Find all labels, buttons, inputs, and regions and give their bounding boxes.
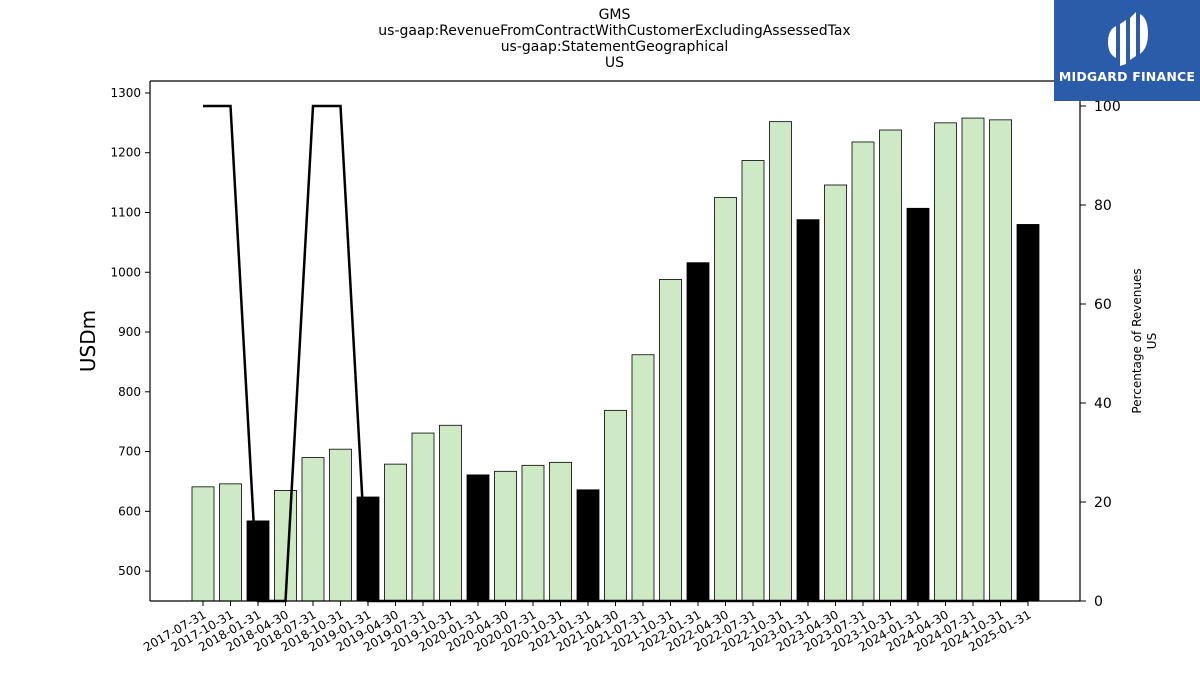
y-tick-label-700: 700 [118, 445, 141, 459]
y-tick-label-1200: 1200 [110, 146, 141, 160]
y-tick-label-500: 500 [118, 564, 141, 578]
y-tick-label-1100: 1100 [110, 205, 141, 219]
y-tick-label-1000: 1000 [110, 265, 141, 279]
bar-2018-10-31 [329, 448, 352, 602]
bar-2019-10-31 [439, 424, 462, 602]
midgard-finance-logo: MIDGARD FINANCE [1054, 0, 1200, 101]
bar-2020-10-31 [549, 461, 572, 602]
bar-2020-07-31 [521, 464, 545, 602]
bar-2023-07-31 [851, 141, 875, 602]
logo-text: MIDGARD FINANCE [1058, 69, 1196, 84]
bar-2025-01-31 [1016, 224, 1040, 602]
y-tick-label-600: 600 [118, 504, 141, 518]
bar-2019-04-30 [384, 463, 407, 602]
y2-axis-label-line-1: Percentage of Revenues [1130, 268, 1144, 413]
bar-2021-04-30 [604, 409, 627, 602]
midgard-logo-icon [1108, 12, 1148, 66]
bar-2019-07-31 [411, 432, 435, 602]
chart-title-line-3: us-gaap:StatementGeographical [500, 39, 729, 55]
bar-2017-10-31 [219, 483, 242, 602]
chart-title-line-4: US [604, 55, 625, 71]
chart-title-line-1: GMS [598, 7, 631, 23]
bar-2022-01-31 [686, 262, 710, 602]
y2-tick-label-100: 100 [1094, 99, 1121, 115]
bar-2022-04-30 [714, 197, 737, 602]
bar-2018-07-31 [301, 457, 325, 602]
y-axis-label: USDm [76, 310, 100, 372]
bar-2021-10-31 [659, 279, 682, 602]
bar-2021-01-31 [576, 489, 600, 602]
y2-axis-label-line-2: US [1145, 333, 1159, 349]
bar-2024-07-31 [961, 117, 985, 602]
bar-2021-07-31 [631, 354, 655, 602]
bar-2020-04-30 [494, 470, 517, 602]
y2-tick-label-60: 60 [1094, 297, 1112, 313]
bar-2023-01-31 [796, 219, 820, 602]
bar-2023-04-30 [824, 184, 847, 602]
bar-2020-01-31 [466, 474, 490, 602]
bar-2022-10-31 [769, 121, 792, 602]
y-tick-label-1300: 1300 [110, 86, 141, 100]
bar-2024-10-31 [989, 119, 1012, 602]
bar-2024-01-31 [906, 207, 930, 602]
y2-tick-label-40: 40 [1094, 396, 1112, 412]
y-tick-label-900: 900 [118, 325, 141, 339]
y2-tick-label-0: 0 [1094, 594, 1103, 610]
y-tick-label-800: 800 [118, 385, 141, 399]
chart-title-line-2: us-gaap:RevenueFromContractWithCustomerE… [378, 23, 851, 39]
y2-tick-label-20: 20 [1094, 495, 1112, 511]
bar-2024-04-30 [934, 122, 957, 602]
bar-2022-07-31 [741, 160, 765, 602]
y2-tick-label-80: 80 [1094, 198, 1112, 214]
bar-2017-07-31 [191, 486, 215, 602]
bar-2023-10-31 [879, 129, 902, 602]
